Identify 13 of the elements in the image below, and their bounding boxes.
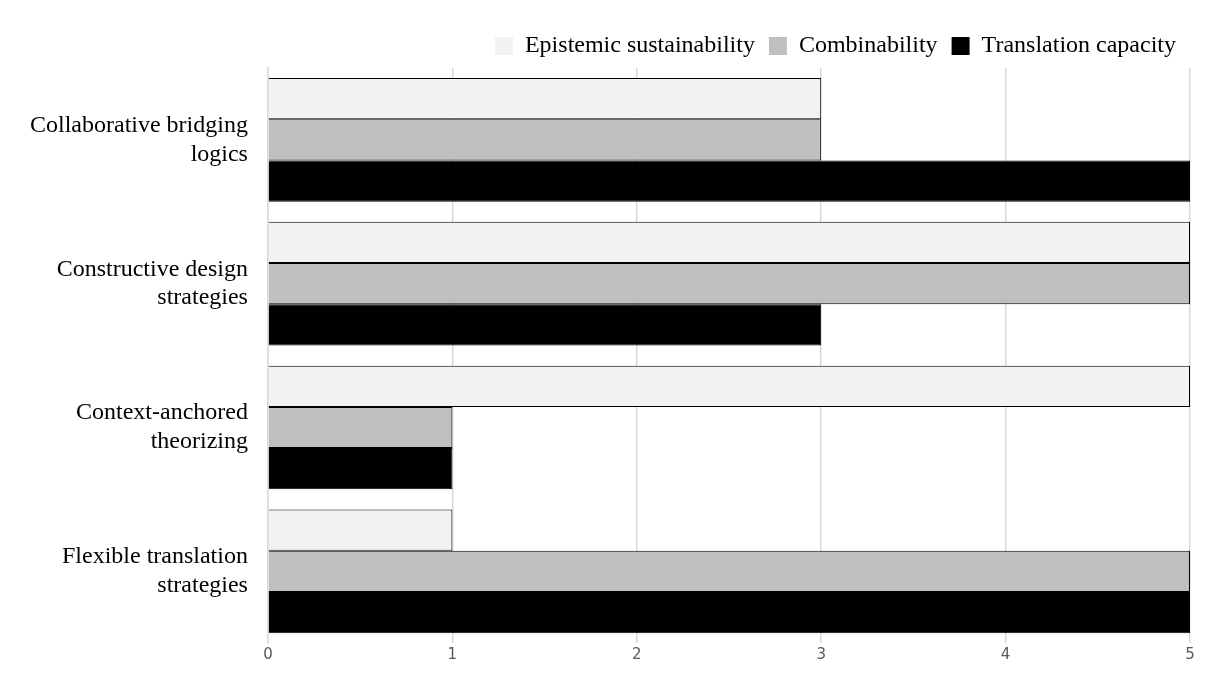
y-tick-label: Context-anchored theorizing [76,398,248,454]
legend-label: Epistemic sustainability [524,31,755,58]
y-tick-label: Collaborative bridging logics [29,110,248,166]
y-tick-label: Flexible translation strategies [61,542,248,597]
x-tick-label: 5 [1185,645,1195,664]
x-tick-label: 1 [447,645,458,664]
legend-label: Translation capacity [981,31,1176,58]
x-tick-label: 0 [263,645,273,664]
y-tick-label: Constructive design strategies [56,254,248,310]
x-tick-label: 3 [816,645,826,664]
x-tick-label: 4 [1000,645,1011,664]
legend-label: Combinability [798,31,938,58]
x-tick-label: 2 [632,645,642,664]
